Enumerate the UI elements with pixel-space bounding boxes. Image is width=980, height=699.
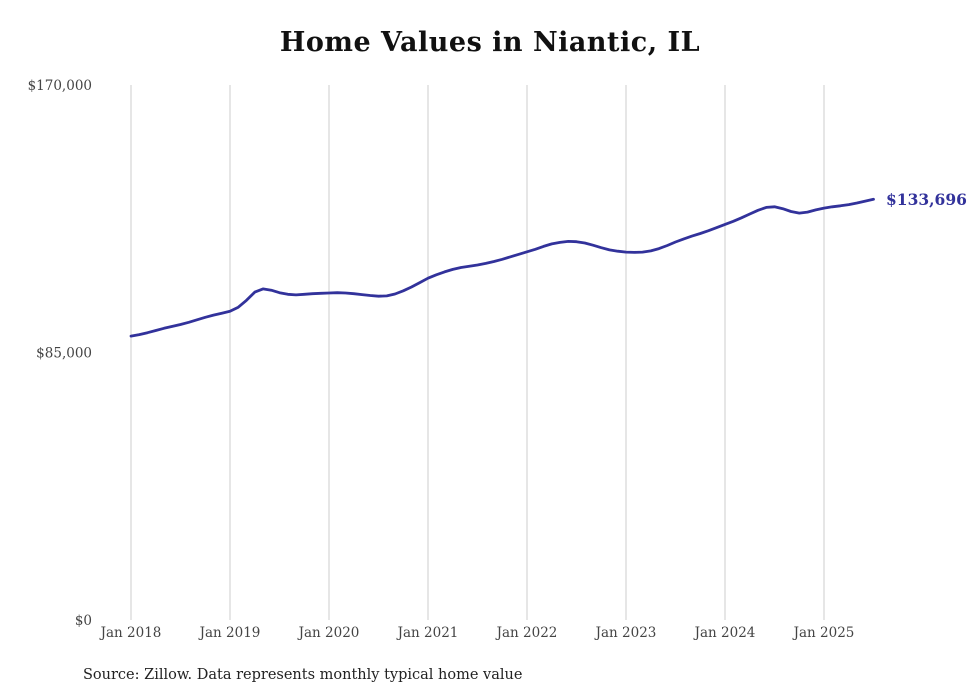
last-value-label: $133,696 xyxy=(886,190,967,209)
x-tick-label: Jan 2024 xyxy=(693,625,756,641)
y-tick-label: $85,000 xyxy=(36,346,92,362)
source-note: Source: Zillow. Data represents monthly … xyxy=(83,667,523,683)
x-tick-label: Jan 2022 xyxy=(495,625,558,641)
x-tick-label: Jan 2019 xyxy=(198,625,261,641)
x-tick-label: Jan 2018 xyxy=(99,625,162,641)
x-tick-label: Jan 2023 xyxy=(594,625,657,641)
y-tick-label: $0 xyxy=(75,613,92,629)
x-tick-label: Jan 2021 xyxy=(396,625,459,641)
x-tick-label: Jan 2025 xyxy=(792,625,855,641)
chart-title: Home Values in Niantic, IL xyxy=(279,27,701,58)
x-tick-label: Jan 2020 xyxy=(297,625,360,641)
y-tick-label: $170,000 xyxy=(28,78,92,94)
series-line xyxy=(129,197,875,338)
line-chart: Jan 2018 Jan 2019 Jan 2020 Jan 2021 Jan 2022… xyxy=(28,78,875,641)
